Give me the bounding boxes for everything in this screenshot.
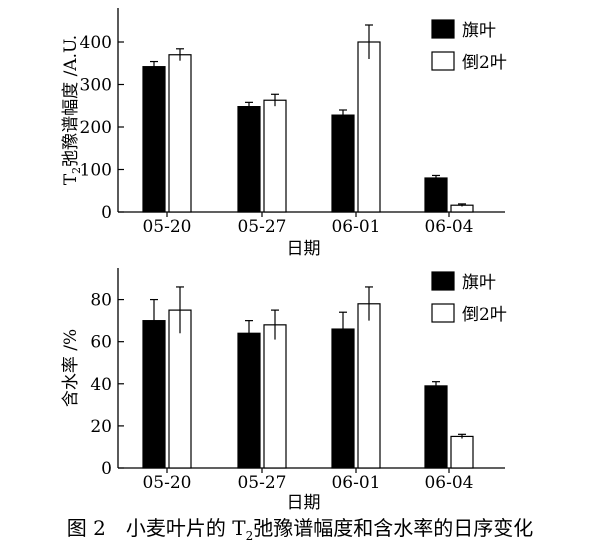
x-tick-label: 05-27 xyxy=(237,217,286,237)
x-axis-title: 日期 xyxy=(287,493,321,512)
caption-text-before: 小麦叶片的 T xyxy=(125,516,246,540)
bar-flag-leaf xyxy=(331,114,355,213)
y-tick-label: 400 xyxy=(80,33,112,53)
y-tick-label: 80 xyxy=(90,291,112,311)
legend-swatch xyxy=(431,271,455,291)
y-tick-label: 300 xyxy=(80,76,112,96)
y-tick-label: 40 xyxy=(90,375,112,395)
legend-swatch xyxy=(431,51,455,71)
bar-flag-leaf xyxy=(424,177,448,213)
legend-swatch xyxy=(431,303,455,323)
x-tick-label: 05-27 xyxy=(237,473,286,493)
bar-second-leaf xyxy=(357,303,381,469)
bar-flag-leaf xyxy=(331,328,355,469)
figure-caption: 图 2 小麦叶片的 T2弛豫谱幅度和含水率的日序变化 xyxy=(0,512,600,543)
bar-second-leaf xyxy=(263,99,287,213)
chart-panel-2: 0 20 40 60 80 05-20 05-27 06-01 06-04 日期 含水率 /% 旗叶倒… xyxy=(61,268,507,512)
caption-number: 图 2 xyxy=(66,516,106,540)
bar-second-leaf xyxy=(263,324,287,469)
x-tick-label: 06-04 xyxy=(424,217,473,237)
y-tick-label: 60 xyxy=(90,333,112,353)
bar-flag-leaf xyxy=(142,66,166,213)
legend-label: 旗叶 xyxy=(462,273,496,293)
bar-second-leaf xyxy=(168,54,192,213)
caption-subscript: 2 xyxy=(245,529,254,543)
legend-label: 倒2叶 xyxy=(462,305,507,325)
bar-flag-leaf xyxy=(237,105,261,213)
x-axis-title: 日期 xyxy=(287,239,321,259)
caption-text-after: 弛豫谱幅度和含水率的日序变化 xyxy=(253,516,534,540)
bar-flag-leaf xyxy=(237,332,261,469)
bar-second-leaf xyxy=(450,435,474,469)
bar-flag-leaf xyxy=(424,385,448,469)
bar-flag-leaf xyxy=(142,320,166,469)
legend-label: 旗叶 xyxy=(462,21,496,41)
y-tick-label: 100 xyxy=(80,161,112,181)
x-tick-label: 06-01 xyxy=(331,473,380,493)
x-tick-label: 06-01 xyxy=(331,217,380,237)
legend-label: 倒2叶 xyxy=(462,53,507,73)
y-tick-label: 200 xyxy=(80,118,112,138)
legend-swatch xyxy=(431,19,455,39)
x-tick-label: 06-04 xyxy=(424,473,473,493)
y-axis-title: T2弛豫谱幅度 /A.U. xyxy=(61,35,83,185)
y-tick-label: 20 xyxy=(90,417,112,437)
x-tick-label: 05-20 xyxy=(142,473,191,493)
bar-second-leaf xyxy=(357,41,381,213)
bar-second-leaf xyxy=(168,309,192,469)
chart-panel-1: 0 100 200 300 400 05-20 05-27 06-01 06-04 日期 T2弛豫谱… xyxy=(61,8,507,259)
y-tick-label: 0 xyxy=(101,203,112,223)
y-tick-label: 0 xyxy=(101,459,112,479)
x-tick-label: 05-20 xyxy=(142,217,191,237)
y-axis-title: 含水率 /% xyxy=(61,329,81,407)
